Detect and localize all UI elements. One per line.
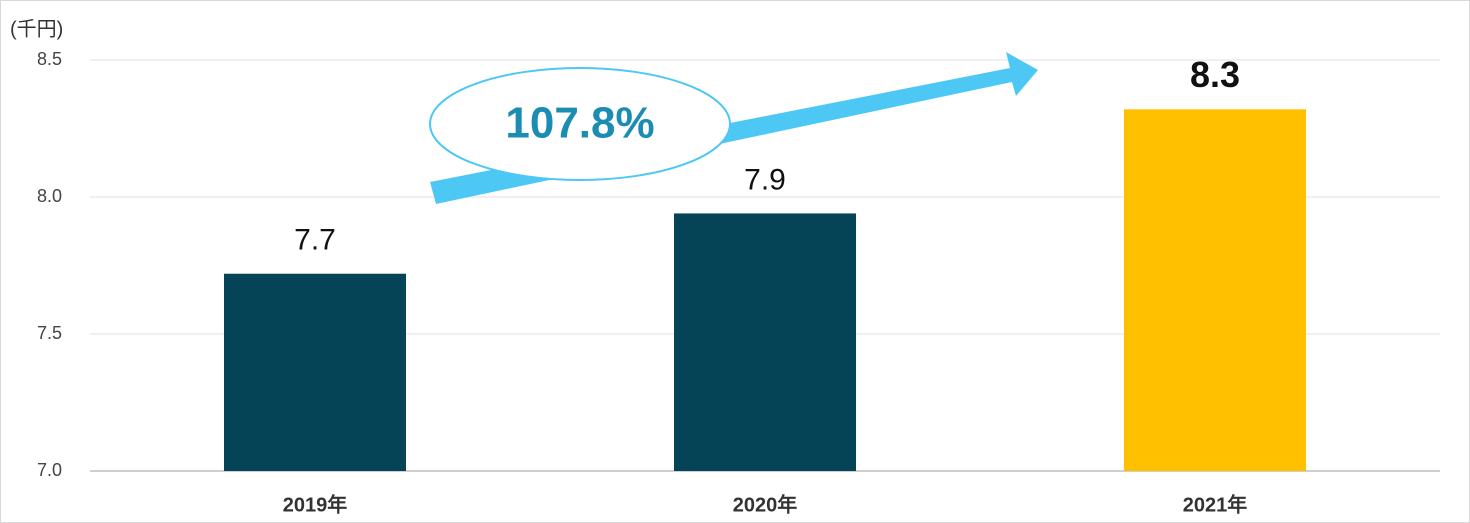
y-tick-label: 7.5 xyxy=(37,323,62,343)
y-tick-label: 8.0 xyxy=(37,186,62,206)
annotation-bubble xyxy=(429,67,731,181)
value-label: 8.3 xyxy=(1190,54,1240,95)
x-tick-label: 2019年 xyxy=(283,492,348,516)
bar xyxy=(224,273,406,471)
bar xyxy=(1124,109,1306,471)
y-tick-label: 8.5 xyxy=(37,49,62,69)
y-tick-label: 7.0 xyxy=(37,460,62,480)
unit-label: (千円) xyxy=(10,17,63,40)
value-label: 7.9 xyxy=(744,163,786,196)
x-tick-label: 2020年 xyxy=(733,492,798,516)
bar xyxy=(674,213,856,471)
x-tick-label: 2021年 xyxy=(1183,492,1248,516)
annotation: 107.8% xyxy=(505,99,654,148)
value-label: 7.7 xyxy=(294,224,336,257)
